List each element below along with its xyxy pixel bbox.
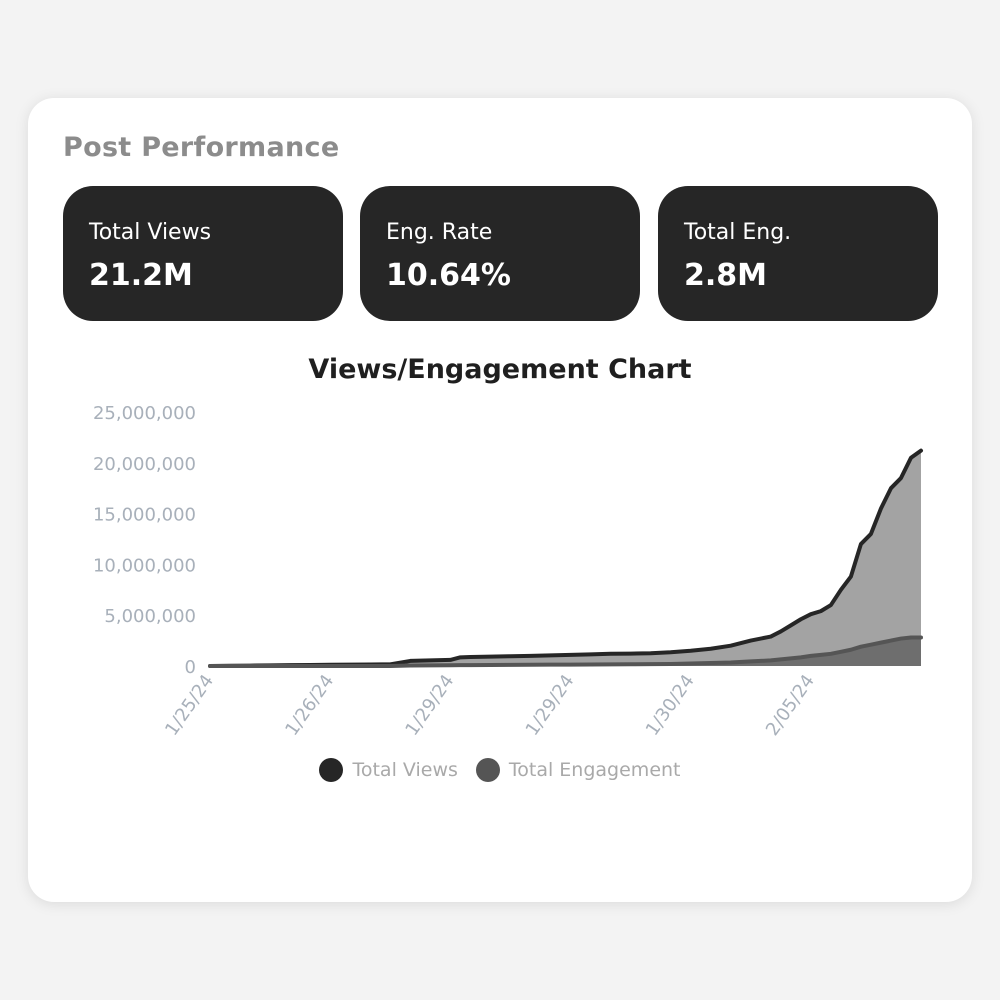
x-tick-label: 1/26/24 bbox=[281, 671, 338, 740]
legend-swatch bbox=[475, 758, 500, 782]
stat-label: Total Eng. bbox=[684, 220, 792, 245]
x-tick-label: 1/30/24 bbox=[642, 671, 699, 740]
legend-swatch bbox=[319, 758, 344, 782]
stat-value: 10.64% bbox=[386, 258, 511, 293]
y-tick-label: 5,000,000 bbox=[104, 606, 196, 627]
y-tick-label: 25,000,000 bbox=[93, 403, 196, 424]
x-axis: 1/25/24 1/26/24 1/29/24 1/29/24 1/30/24 2/05/… bbox=[161, 671, 819, 740]
series-line-1 bbox=[208, 635, 923, 668]
series-area-0 bbox=[210, 450, 921, 666]
series-area-1 bbox=[210, 637, 921, 666]
chart-title: Views/Engagement Chart bbox=[308, 354, 691, 385]
stat-card-total-views: Total Views 21.2M bbox=[63, 186, 343, 321]
stat-value: 21.2M bbox=[89, 258, 193, 293]
stat-label: Eng. Rate bbox=[386, 220, 493, 245]
chart-legend: Total Views Total Engagement bbox=[28, 758, 972, 782]
section-title: Post Performance bbox=[63, 132, 340, 163]
plot-area bbox=[208, 448, 923, 668]
x-tick-label: 2/05/24 bbox=[762, 671, 819, 740]
y-tick-label: 15,000,000 bbox=[93, 505, 196, 526]
post-performance-card: Post Performance Total Views 21.2M Eng. … bbox=[28, 98, 972, 902]
x-tick-label: 1/25/24 bbox=[161, 671, 218, 740]
y-tick-label: 20,000,000 bbox=[93, 454, 196, 475]
legend-label: Total Engagement bbox=[508, 759, 681, 781]
x-tick-label: 1/29/24 bbox=[522, 671, 579, 740]
stat-value: 2.8M bbox=[684, 258, 767, 293]
views-engagement-chart: Views/Engagement Chart 0 5,000,000 10,000,… bbox=[93, 354, 923, 740]
stat-card-total-eng: Total Eng. 2.8M bbox=[658, 186, 938, 321]
stat-label: Total Views bbox=[89, 220, 212, 245]
legend-item-total-views[interactable]: Total Views bbox=[319, 758, 458, 782]
x-tick-label: 1/29/24 bbox=[401, 671, 458, 740]
y-tick-label: 0 bbox=[185, 657, 196, 678]
legend-item-total-engagement[interactable]: Total Engagement bbox=[475, 758, 681, 782]
y-axis: 0 5,000,000 10,000,000 15,000,000 20,000,000… bbox=[93, 403, 196, 678]
stat-card-eng-rate: Eng. Rate 10.64% bbox=[360, 186, 640, 321]
legend-label: Total Views bbox=[352, 759, 458, 781]
y-tick-label: 10,000,000 bbox=[93, 555, 196, 576]
